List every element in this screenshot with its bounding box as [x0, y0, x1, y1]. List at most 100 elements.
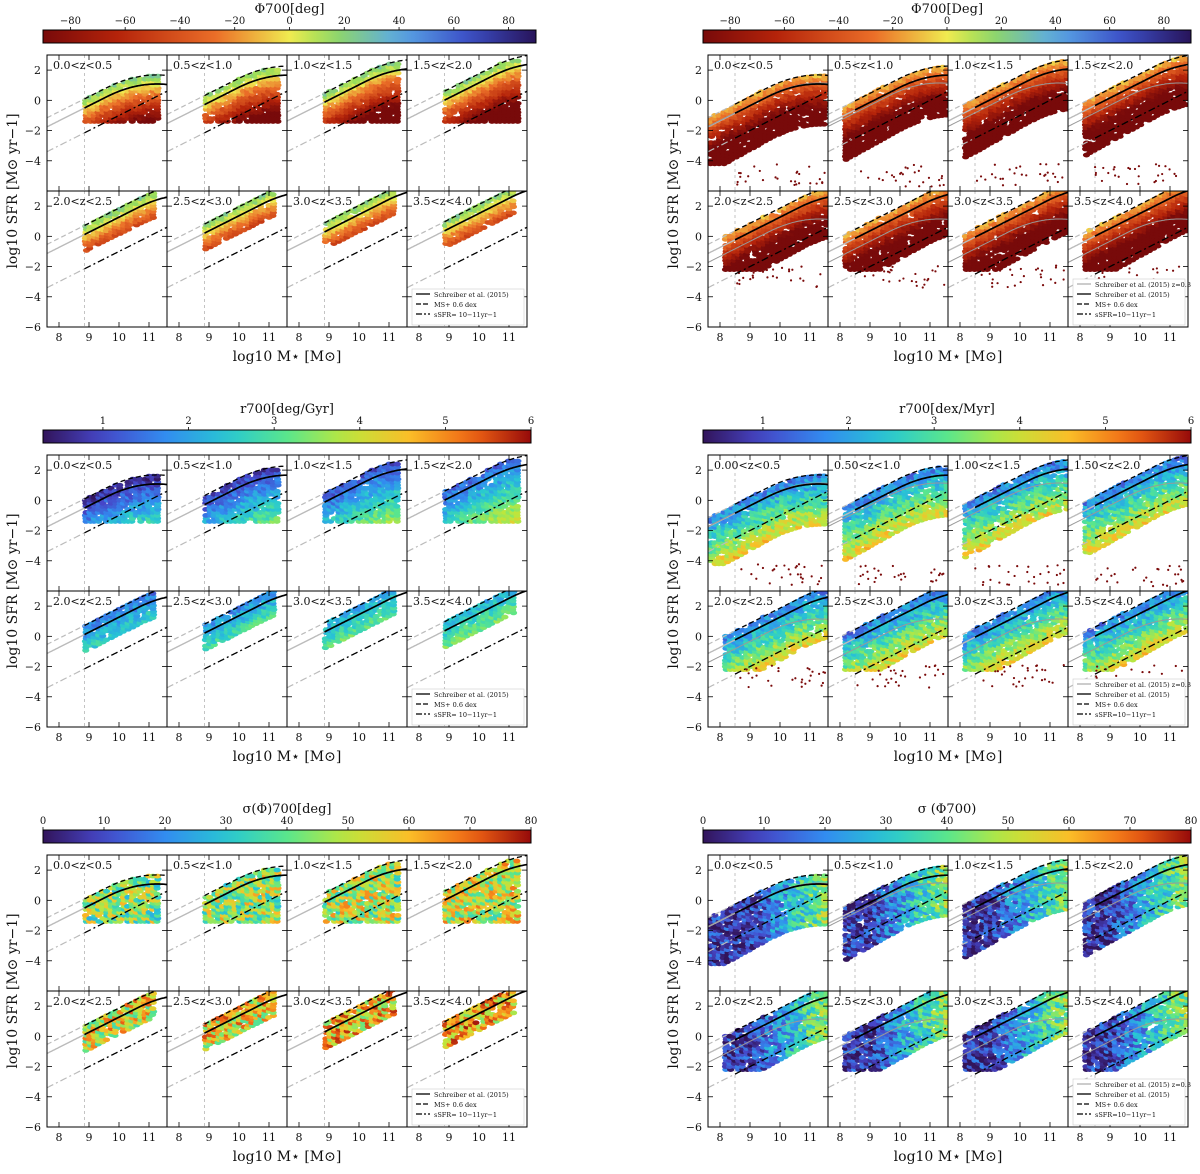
ssfr-line-grey [407, 133, 445, 152]
outlier-point [882, 179, 884, 181]
outlier-point [1013, 172, 1015, 174]
x-tick-label: 9 [446, 331, 453, 344]
x-tick-label: 9 [747, 331, 754, 344]
x-tick-label: 11 [382, 331, 396, 344]
outlier-point [759, 170, 761, 172]
hexbin-cell [944, 229, 951, 234]
x-tick-label: 11 [502, 331, 516, 344]
outlier-point [1155, 163, 1157, 165]
outlier-point [1052, 173, 1054, 175]
x-axis-label: log10 M⋆ [M⊙] [233, 349, 342, 365]
outlier-point [920, 165, 922, 167]
outlier-point [1063, 269, 1065, 271]
outlier-point [776, 163, 778, 165]
colorbar-tick-label: 40 [393, 16, 406, 27]
x-tick-label: 9 [206, 331, 213, 344]
ms-upper-line-grey [407, 91, 445, 110]
outlier-point [991, 173, 993, 175]
panel-4: 1.5<z<2.0 [407, 55, 527, 191]
y-tick-label: 0 [34, 230, 41, 243]
outlier-point [738, 279, 740, 281]
outlier-point [1045, 163, 1047, 165]
y-tick-label: 0 [34, 94, 41, 107]
colorbar-tick-label: −60 [774, 16, 795, 27]
outlier-point [798, 182, 800, 184]
ms-line-grey [287, 102, 325, 121]
outlier-point [999, 178, 1001, 180]
x-tick-label: 10 [352, 331, 366, 344]
outlier-point [916, 285, 918, 287]
outlier-point [1047, 180, 1049, 182]
hexbin-cell [1013, 256, 1020, 261]
hexbin-cell [1059, 184, 1066, 189]
ssfr-line-grey [47, 133, 85, 152]
outlier-point [1126, 183, 1128, 185]
panel-redshift-label: 2.0<z<2.5 [53, 195, 112, 208]
outlier-point [766, 276, 768, 278]
outlier-point [922, 286, 924, 288]
outlier-point [941, 177, 943, 179]
panel-redshift-label: 0.0<z<0.5 [53, 59, 112, 72]
outlier-point [943, 184, 945, 186]
outlier-point [980, 175, 982, 177]
panel-redshift-label: 3.0<z<3.5 [954, 195, 1013, 208]
panel-redshift-label: 1.0<z<1.5 [293, 59, 352, 72]
outlier-point [1009, 269, 1011, 271]
ms-line-grey [407, 100, 445, 119]
outlier-point [808, 166, 810, 168]
x-tick-label: 10 [1013, 331, 1027, 344]
outlier-point [1054, 176, 1056, 178]
outlier-point [864, 275, 866, 277]
outlier-point [913, 164, 915, 166]
outlier-point [1134, 168, 1136, 170]
ms-upper-line-grey [287, 223, 325, 242]
outlier-point [1015, 167, 1017, 169]
ssfr-line-grey [167, 133, 205, 152]
y-tick-label: 2 [34, 64, 41, 77]
outlier-point [893, 176, 895, 178]
colorbar-tick-label: 60 [1103, 16, 1116, 27]
outlier-point [747, 175, 749, 177]
hexbin-cell [150, 191, 157, 196]
outlier-point [774, 176, 776, 178]
ssfr-line-grey [708, 274, 735, 288]
hexbin-cell [821, 101, 828, 106]
x-tick-label: 10 [472, 331, 486, 344]
outlier-point [1020, 281, 1022, 283]
hexbin-cell [1054, 185, 1061, 190]
x-tick-label: 10 [112, 331, 126, 344]
outlier-point [886, 171, 888, 173]
outlier-point [776, 177, 778, 179]
outlier-point [927, 278, 929, 280]
colorbar-tick-label: −80 [60, 16, 81, 27]
outlier-point [900, 172, 902, 174]
outlier-point [738, 283, 740, 285]
outlier-point [1042, 284, 1044, 286]
hexbin-cell [823, 190, 830, 195]
outlier-point [821, 182, 823, 184]
legend: Schreiber et al. (2015) MS+ 0.6 dex sSFR= … [412, 289, 524, 325]
colorbar-tick-label: −20 [224, 16, 245, 27]
y-tick-label: 2 [695, 200, 702, 213]
outlier-point [753, 272, 755, 274]
legend-entry: Schreiber et al. (2015) [434, 291, 509, 299]
outlier-point [888, 280, 890, 282]
legend-entry: sSFR= 10−11yr−1 [434, 311, 497, 319]
outlier-point [1037, 267, 1039, 269]
ssfr-line-grey [167, 269, 205, 288]
hexbin-cell [273, 77, 280, 82]
hexbin-cell [1064, 185, 1071, 190]
outlier-point [816, 285, 818, 287]
outlier-point [752, 277, 754, 279]
legend-entry: MS+ 0.6 dex [434, 301, 477, 309]
x-tick-label: 10 [893, 331, 907, 344]
outlier-point [1175, 175, 1177, 177]
colorbar-tick-label: −80 [720, 16, 741, 27]
outlier-point [937, 265, 939, 267]
ms-upper-line-grey [407, 222, 445, 241]
ssfr-line-grey [47, 269, 85, 288]
outlier-point [1025, 174, 1027, 176]
